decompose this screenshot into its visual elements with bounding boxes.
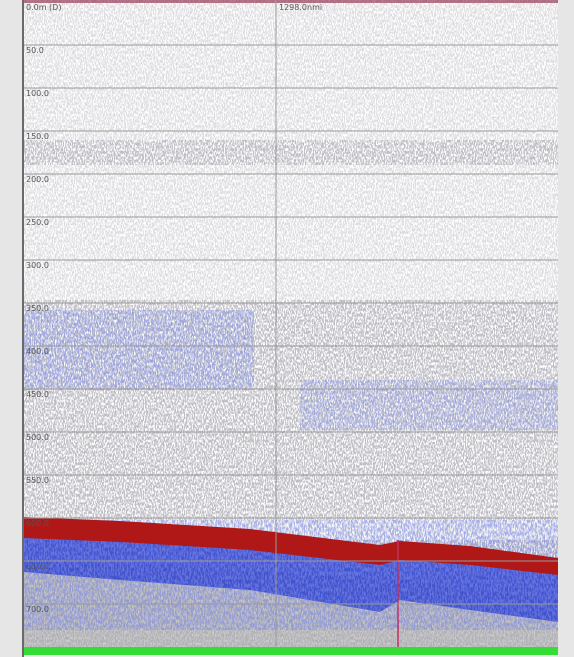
left-panel — [0, 0, 22, 657]
depth-label: 700.0 — [26, 605, 49, 614]
depth-label: 200.0 — [26, 175, 49, 184]
fish-layer — [300, 380, 558, 430]
depth-label: 450.0 — [26, 390, 49, 399]
depth-grid: 0.0m (D) 50.0 100.0 150.0 200.0 250.0 300.0 350… — [24, 3, 558, 614]
depth-label: 600.0 — [26, 519, 49, 528]
right-panel — [558, 0, 574, 657]
status-bar — [24, 647, 558, 655]
surface-line — [24, 0, 558, 3]
depth-label: 50.0 — [26, 46, 44, 55]
depth-label: 300.0 — [26, 261, 49, 270]
echo-layer — [24, 0, 558, 647]
depth-label: 550.0 — [26, 476, 49, 485]
depth-label: 150.0 — [26, 132, 49, 141]
depth-label: 400.0 — [26, 347, 49, 356]
depth-label: 650.0 — [26, 562, 49, 571]
left-border — [22, 0, 24, 657]
depth-label: 250.0 — [26, 218, 49, 227]
depth-label: 0.0m (D) — [26, 3, 61, 12]
fish-layer — [24, 310, 254, 390]
distance-label: 1298.0nmi — [279, 3, 322, 12]
scatter-band — [24, 140, 558, 165]
depth-label: 350.0 — [26, 304, 49, 313]
depth-label: 500.0 — [26, 433, 49, 442]
depth-label: 100.0 — [26, 89, 49, 98]
